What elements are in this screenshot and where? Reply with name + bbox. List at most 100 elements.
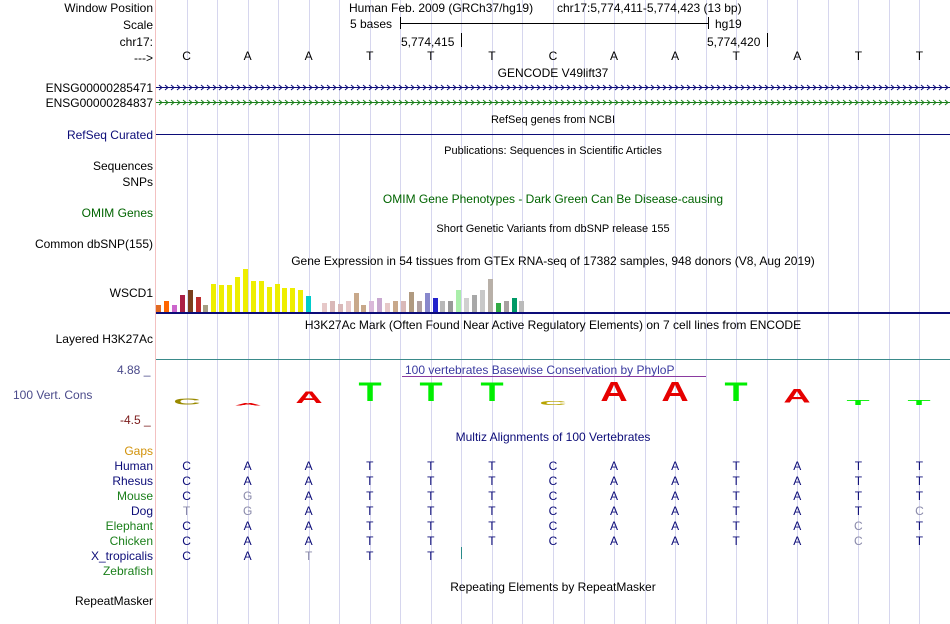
sequences-label[interactable]: Sequences <box>92 159 153 173</box>
h3k27ac-label[interactable]: Layered H3K27Ac <box>55 332 153 346</box>
repeatmasker-label[interactable]: RepeatMasker <box>74 594 153 608</box>
gtex-tissue-bar[interactable] <box>479 290 485 312</box>
strand-chevron <box>206 84 211 91</box>
gtex-tissue-bar[interactable] <box>274 284 280 312</box>
gene-models[interactable] <box>156 81 950 109</box>
gtex-tissue-bar[interactable] <box>282 288 288 312</box>
strand-chevron <box>674 84 679 91</box>
gtex-tissue-bar[interactable] <box>179 295 185 312</box>
gtex-tissue-bar[interactable] <box>400 301 406 312</box>
conservation-letter: T <box>907 398 931 407</box>
strand-chevron <box>734 99 739 106</box>
gtex-tissue-bar[interactable] <box>503 301 509 312</box>
species-label[interactable]: Human <box>114 459 153 473</box>
gtex-tissue-bar[interactable] <box>345 301 351 312</box>
strand-chevron <box>584 99 589 106</box>
gtex-tissue-bar[interactable] <box>163 301 169 312</box>
gtex-tissue-bar[interactable] <box>258 281 264 312</box>
gtex-gene-label[interactable]: WSCD1 <box>109 286 153 300</box>
gene-label-2[interactable]: ENSG00000284837 <box>45 96 153 110</box>
gtex-tissue-bar[interactable] <box>495 303 501 312</box>
species-label[interactable]: Mouse <box>116 489 153 503</box>
strand-chevron <box>284 99 289 106</box>
strand-chevron <box>734 84 739 91</box>
gtex-tissue-bar[interactable] <box>298 290 304 312</box>
aligned-base: A <box>793 474 802 488</box>
gtex-tissue-bar[interactable] <box>353 293 359 312</box>
gtex-tissue-bar[interactable] <box>211 284 217 312</box>
gtex-tissue-bar[interactable] <box>250 281 256 312</box>
strand-chevron <box>404 99 409 106</box>
gtex-tissue-bar[interactable] <box>456 290 462 312</box>
species-label[interactable]: Zebrafish <box>102 564 153 578</box>
species-label[interactable]: X_tropicalis <box>90 549 153 563</box>
species-label[interactable]: Dog <box>130 504 153 518</box>
gtex-tissue-bar[interactable] <box>472 295 477 312</box>
aligned-base: T <box>732 474 740 488</box>
strand-chevron <box>194 84 199 91</box>
strand-chevron <box>656 84 661 91</box>
gtex-tissue-bar[interactable] <box>424 293 430 312</box>
reference-base: T <box>915 49 924 63</box>
gtex-tissue-bar[interactable] <box>416 301 422 312</box>
gtex-tissue-bar[interactable] <box>464 298 470 312</box>
gtex-tissue-bar[interactable] <box>306 296 312 312</box>
strand-chevron <box>464 99 469 106</box>
strand-arrow-label[interactable]: ---> <box>134 51 153 65</box>
refseq-label[interactable]: RefSeq Curated <box>66 128 153 142</box>
strand-chevron <box>632 84 637 91</box>
strand-chevron <box>650 84 655 91</box>
gtex-tissue-bar[interactable] <box>195 297 201 312</box>
gtex-tissue-bar[interactable] <box>337 304 343 312</box>
gtex-tissue-bar[interactable] <box>235 277 240 312</box>
gtex-tissue-bar[interactable] <box>511 298 517 312</box>
gtex-tissue-bar[interactable] <box>385 303 391 312</box>
strand-chevron <box>902 84 907 91</box>
gtex-tissue-bar[interactable] <box>242 269 248 312</box>
strand-chevron <box>836 84 841 91</box>
aligned-base: A <box>304 519 313 533</box>
aligned-base: T <box>366 459 374 473</box>
gtex-tissue-bar[interactable] <box>329 301 335 312</box>
gtex-tissue-bar[interactable] <box>440 301 446 312</box>
species-label[interactable]: Chicken <box>109 534 153 548</box>
cons-track-label[interactable]: 100 Vert. Cons <box>13 388 93 402</box>
species-label[interactable]: Rhesus <box>112 474 153 488</box>
refseq-line[interactable] <box>156 134 950 135</box>
strand-chevron <box>434 84 439 91</box>
strand-chevron <box>758 99 763 106</box>
dbsnp-label[interactable]: Common dbSNP(155) <box>34 237 153 251</box>
snps-label[interactable]: SNPs <box>122 175 153 189</box>
gtex-tissue-bar[interactable] <box>219 285 225 312</box>
strand-chevron <box>662 99 667 106</box>
gtex-barchart[interactable] <box>156 268 536 312</box>
gtex-tissue-bar[interactable] <box>266 287 272 312</box>
publications-track-title: Publications: Sequences in Scientific Ar… <box>444 145 662 157</box>
gtex-tissue-bar[interactable] <box>377 298 383 312</box>
gtex-tissue-bar[interactable] <box>321 303 327 312</box>
gene-label-1[interactable]: ENSG00000285471 <box>45 81 153 95</box>
strand-chevron <box>920 84 925 91</box>
gtex-tissue-bar[interactable] <box>227 285 233 312</box>
gtex-tissue-bar[interactable] <box>448 301 454 312</box>
gtex-tissue-bar[interactable] <box>487 279 493 312</box>
position-range[interactable]: chr17:5,774,411-5,774,423 (13 bp) <box>557 1 742 15</box>
gtex-tissue-bar[interactable] <box>393 301 398 312</box>
gtex-tissue-bar[interactable] <box>432 298 438 312</box>
gtex-tissue-bar[interactable] <box>156 305 161 312</box>
gaps-label[interactable]: Gaps <box>124 444 153 458</box>
gtex-tissue-bar[interactable] <box>290 288 296 312</box>
gtex-tissue-bar[interactable] <box>519 301 525 312</box>
strand-chevron <box>722 84 727 91</box>
gtex-tissue-bar[interactable] <box>171 305 177 312</box>
gtex-tissue-bar[interactable] <box>187 290 193 312</box>
gtex-tissue-bar[interactable] <box>361 305 367 312</box>
omim-label[interactable]: OMIM Genes <box>81 206 153 220</box>
species-label[interactable]: Elephant <box>105 519 153 533</box>
gtex-tissue-bar[interactable] <box>408 292 414 312</box>
strand-chevron <box>452 99 457 106</box>
gtex-tissue-bar[interactable] <box>369 301 375 312</box>
gtex-tissue-bar[interactable] <box>203 305 209 312</box>
strand-chevron <box>500 84 505 91</box>
